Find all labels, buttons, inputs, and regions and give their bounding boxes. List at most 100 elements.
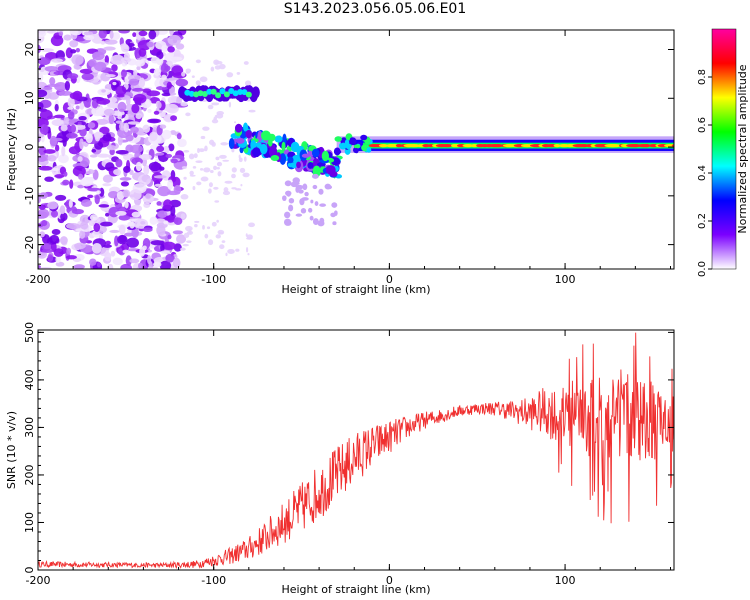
noise-cell [195,59,201,64]
noise-cell [47,83,61,87]
y-tick-label: 20 [23,43,36,57]
noise-cell [163,199,173,210]
noise-cell [148,30,157,40]
noise-cell [186,230,194,235]
line-cell [422,143,430,148]
noise-cell [228,101,232,108]
noise-cell [68,119,78,123]
noise-cell [248,109,256,113]
noise-cell [66,132,78,139]
feature-cell [284,219,292,226]
noise-cell [183,176,187,180]
noise-cell [192,186,196,191]
feature-cell [270,155,280,161]
noise-cell [167,46,175,53]
noise-cell [105,132,111,138]
noise-cell [220,142,229,146]
noise-cell [149,131,158,142]
noise-cell [224,180,233,184]
noise-cell [44,65,59,72]
band-cell [241,89,248,96]
feature-cell [287,156,294,164]
noise-cell [63,116,70,127]
noise-cell [143,202,151,208]
noise-cell [128,78,140,86]
line-cell [462,143,474,148]
noise-cell [195,160,203,163]
noise-cell [77,121,82,125]
line-cell [664,143,674,148]
y-tick-label: 300 [23,417,36,438]
noise-cell [142,227,153,232]
noise-cell [96,262,102,268]
noise-cell [47,155,57,162]
noise-cell [223,187,229,193]
noise-cell [231,167,237,173]
noise-cell [168,143,175,152]
noise-cell [183,150,190,153]
noise-cell [38,89,48,98]
noise-cell [200,135,206,140]
noise-cell [115,85,127,96]
noise-cell [221,240,226,244]
feature-cell [282,195,287,202]
noise-cell [208,188,212,194]
noise-cell [39,266,52,269]
noise-cell [161,74,167,81]
noise-cell [161,129,172,140]
noise-cell [91,149,97,153]
noise-cell [53,248,64,257]
colorbar-tick-label: 0.2 [697,213,708,229]
noise-cell [67,96,75,108]
noise-cell [147,108,152,113]
noise-cell [73,264,85,269]
noise-cell [207,239,214,246]
noise-cell [67,73,79,80]
noise-cell [121,44,130,53]
noise-cell [208,182,213,188]
band-cell [215,92,222,99]
y-tick-label: 0 [23,144,36,151]
noise-cell [165,253,175,263]
noise-cell [129,221,135,229]
noise-cell [204,233,209,239]
noise-cell [103,108,115,116]
noise-cell [79,214,91,225]
band-cell [237,88,244,95]
noise-cell [155,40,167,50]
noise-cell [38,72,44,82]
noise-cell [48,92,59,100]
noise-cell [38,57,51,66]
noise-cell [122,249,130,254]
noise-cell [180,247,186,251]
noise-cell [227,248,235,255]
noise-cell [115,149,129,155]
line-cell [366,147,372,153]
feature-cell [307,161,314,169]
noise-cell [176,138,187,148]
noise-cell [156,224,166,236]
colorbar-tick-label: 0.4 [697,165,708,181]
noise-cell [110,54,125,65]
noise-cell [138,30,148,37]
noise-cell [117,234,128,245]
noise-cell [149,216,158,225]
noise-cell [96,153,111,158]
noise-cell [156,101,162,109]
feature-cell [311,148,320,158]
noise-cell [136,66,141,71]
noise-cell [131,103,140,114]
noise-cell [173,217,183,226]
x-axis-label: Height of straight line (km) [281,583,430,596]
noise-cell [180,213,186,220]
noise-cell [54,174,65,178]
noise-cell [242,172,250,178]
noise-cell [38,44,42,54]
noise-cell [162,241,176,251]
noise-cell [213,165,217,171]
band-cell [245,91,252,98]
noise-cell [207,104,214,110]
noise-cell [211,119,219,124]
noise-cell [134,59,145,67]
noise-cell [127,121,140,125]
